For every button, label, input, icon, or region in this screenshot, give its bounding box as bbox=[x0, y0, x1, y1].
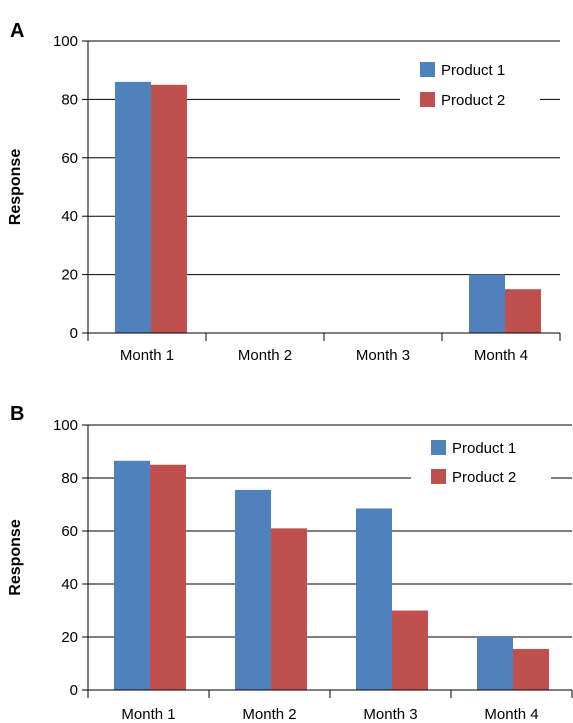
y-tick-label: 20 bbox=[61, 629, 78, 646]
bar-product-2 bbox=[271, 528, 307, 690]
bar-product-1 bbox=[115, 81, 151, 333]
panel-letter: A bbox=[10, 20, 24, 42]
bar-product-2 bbox=[151, 84, 187, 333]
y-tick-label: 60 bbox=[61, 523, 78, 540]
legend-label: Product 2 bbox=[452, 469, 516, 486]
y-tick-label: 40 bbox=[61, 208, 78, 225]
y-tick-label: 0 bbox=[70, 325, 78, 342]
y-tick-label: 100 bbox=[53, 33, 78, 50]
bar-product-2 bbox=[513, 648, 549, 690]
x-category-label: Month 2 bbox=[238, 347, 292, 364]
panel-letter: B bbox=[10, 403, 24, 425]
bar-product-2 bbox=[150, 464, 186, 690]
legend-label: Product 1 bbox=[452, 440, 516, 457]
y-tick-label: 80 bbox=[61, 470, 78, 487]
x-category-label: Month 3 bbox=[356, 347, 410, 364]
bar-product-1 bbox=[469, 274, 505, 333]
y-axis-label: Response bbox=[7, 149, 24, 226]
x-category-label: Month 4 bbox=[484, 706, 538, 723]
y-tick-label: 40 bbox=[61, 576, 78, 593]
bar-product-1 bbox=[356, 508, 392, 690]
legend-label: Product 1 bbox=[441, 62, 505, 79]
legend-swatch bbox=[420, 92, 435, 107]
x-category-label: Month 2 bbox=[242, 706, 296, 723]
bar-product-1 bbox=[235, 489, 271, 690]
y-axis-label: Response bbox=[7, 519, 24, 596]
y-tick-label: 100 bbox=[53, 417, 78, 434]
legend-label: Product 2 bbox=[441, 92, 505, 109]
legend-swatch bbox=[431, 440, 446, 455]
bar-product-1 bbox=[114, 460, 150, 690]
legend-swatch bbox=[420, 62, 435, 77]
bar-product-1 bbox=[477, 637, 513, 690]
y-tick-label: 0 bbox=[70, 682, 78, 699]
legend-swatch bbox=[431, 469, 446, 484]
y-tick-label: 20 bbox=[61, 267, 78, 284]
y-tick-label: 60 bbox=[61, 150, 78, 167]
x-category-label: Month 4 bbox=[474, 347, 528, 364]
x-category-label: Month 1 bbox=[120, 347, 174, 364]
x-category-label: Month 1 bbox=[121, 706, 175, 723]
bar-product-2 bbox=[392, 610, 428, 690]
x-category-label: Month 3 bbox=[363, 706, 417, 723]
y-tick-label: 80 bbox=[61, 91, 78, 108]
bar-product-2 bbox=[505, 289, 541, 333]
